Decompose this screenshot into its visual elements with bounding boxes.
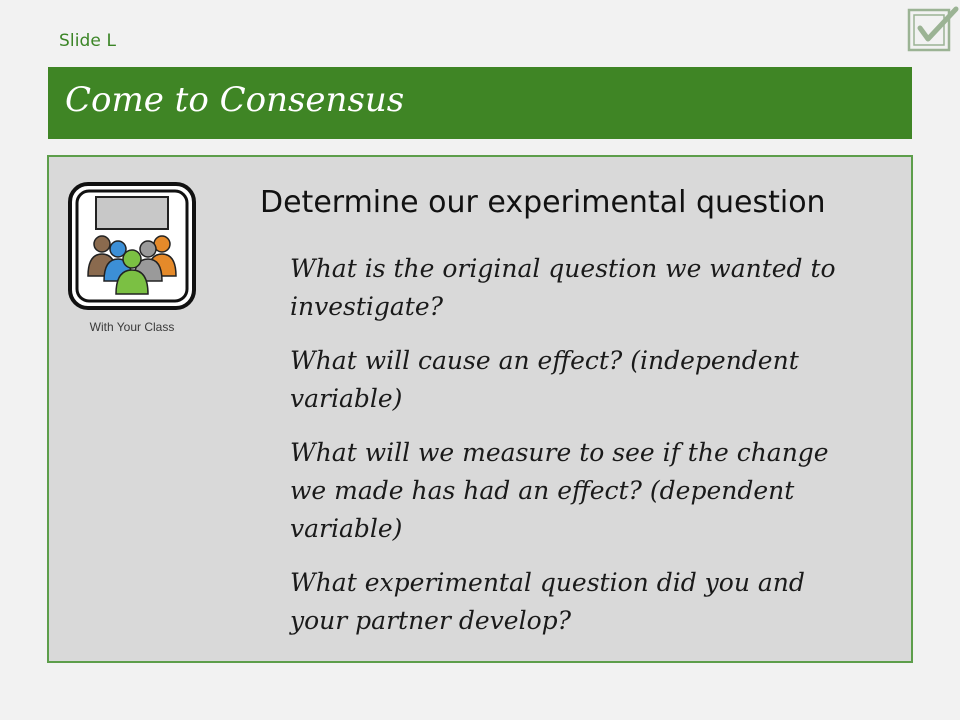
question-item: What will we measure to see if the chang… [290, 438, 829, 543]
main-heading: Determine our experimental question [260, 185, 826, 220]
question-item: What will cause an effect? (independent … [290, 346, 799, 413]
checkbox-check-icon [907, 6, 959, 52]
question-item: What is the original question we wanted … [290, 254, 836, 321]
icon-caption: With Your Class [89, 320, 175, 334]
content-panel: With Your Class Determine our experiment… [47, 155, 913, 663]
page-title: Come to Consensus [65, 80, 405, 120]
question-list: What is the original question we wanted … [290, 250, 850, 656]
class-group-icon [68, 182, 196, 310]
title-bar: Come to Consensus [48, 67, 912, 139]
question-item: What experimental question did you and y… [290, 568, 805, 635]
slide-label: Slide L [59, 31, 117, 51]
